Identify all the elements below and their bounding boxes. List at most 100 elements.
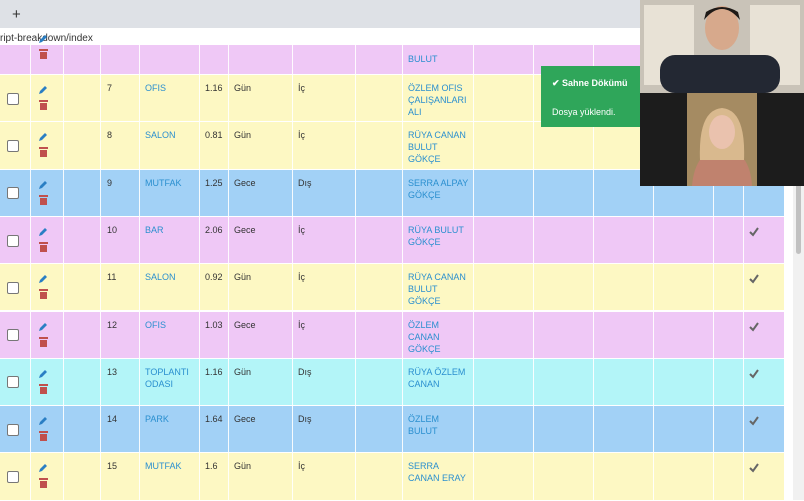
cast[interactable]: SERRA CANAN ERAY	[408, 461, 466, 484]
column-divider	[199, 311, 200, 358]
column-divider	[355, 453, 356, 500]
delete-icon[interactable]	[39, 475, 48, 489]
edit-icon[interactable]	[38, 129, 48, 142]
checkbox[interactable]	[7, 376, 19, 389]
column-divider	[402, 406, 403, 453]
checkbox[interactable]	[7, 234, 19, 247]
checkbox[interactable]	[7, 187, 19, 200]
column-divider	[63, 216, 64, 264]
duration: 0.81	[205, 130, 223, 141]
column-divider	[533, 406, 534, 453]
table-row: 11 SALON 0.92 Gün İç RÜYA CANAN BULUT GÖKÇE	[0, 264, 784, 312]
column-divider	[402, 358, 403, 406]
checkbox[interactable]	[7, 281, 19, 294]
column-divider	[228, 216, 229, 264]
column-divider	[292, 264, 293, 311]
url[interactable]: ript-breakdown/index	[0, 33, 93, 44]
checkbox[interactable]	[7, 471, 19, 484]
checkbox[interactable]	[7, 92, 19, 105]
delete-icon[interactable]	[39, 381, 48, 394]
column-divider	[653, 358, 654, 406]
column-divider	[355, 358, 356, 406]
column-divider	[139, 45, 140, 74]
delete-icon[interactable]	[39, 239, 48, 252]
column-divider	[533, 358, 534, 406]
column-divider	[653, 264, 654, 311]
column-divider	[713, 264, 714, 311]
column-divider	[355, 122, 356, 169]
delete-icon[interactable]	[39, 334, 48, 347]
column-divider	[593, 406, 594, 453]
column-divider	[139, 453, 140, 500]
edit-icon[interactable]	[38, 319, 48, 331]
delete-icon[interactable]	[39, 97, 48, 110]
column-divider	[292, 75, 293, 122]
checkbox[interactable]	[7, 139, 19, 152]
column-divider	[355, 216, 356, 264]
duration: 1.03	[205, 319, 223, 330]
toast: ✔ Sahne Dökümü Dosya yüklendi.	[541, 66, 641, 127]
cast[interactable]: ÖZLEM OFIS ÇALIŞANLARI ALI	[408, 83, 467, 117]
location[interactable]: MUTFAK	[145, 461, 182, 472]
cast[interactable]: SERRA ALPAY GÖKÇE	[408, 177, 469, 200]
edit-icon[interactable]	[38, 31, 48, 43]
edit-icon[interactable]	[38, 82, 48, 94]
setting: Dış	[298, 177, 312, 188]
column-divider	[355, 406, 356, 453]
location[interactable]: TOPLANTI ODASI	[145, 366, 189, 389]
cast[interactable]: ÖZLEM BULUT	[408, 414, 440, 437]
location[interactable]: SALON	[145, 130, 176, 141]
location[interactable]: OFIS	[145, 319, 167, 330]
time-of-day: Gece	[234, 224, 256, 235]
delete-icon[interactable]	[39, 192, 48, 205]
cast[interactable]: RÜYA CANAN BULUT GÖKÇE	[408, 272, 466, 307]
edit-icon[interactable]	[38, 460, 48, 473]
cast[interactable]: BULUT	[408, 54, 438, 64]
time-of-day: Gece	[234, 177, 256, 188]
scene-number: 10	[107, 224, 118, 235]
column-divider	[292, 311, 293, 358]
edit-icon[interactable]	[38, 224, 48, 236]
column-divider	[63, 169, 64, 216]
edit-icon[interactable]	[38, 413, 48, 426]
column-divider	[139, 264, 140, 311]
delete-icon[interactable]	[39, 286, 48, 300]
setting: İç	[298, 224, 306, 235]
column-divider	[402, 122, 403, 169]
column-divider	[199, 45, 200, 74]
column-divider	[533, 453, 534, 500]
column-divider	[355, 75, 356, 122]
cast[interactable]: ÖZLEM CANAN GÖKÇE	[408, 319, 441, 354]
column-divider	[593, 122, 594, 169]
column-divider	[533, 75, 534, 122]
checkbox[interactable]	[7, 423, 19, 436]
column-divider	[402, 453, 403, 500]
edit-icon[interactable]	[38, 177, 48, 189]
location[interactable]: SALON	[145, 272, 176, 283]
location[interactable]: PARK	[145, 414, 169, 425]
location[interactable]: OFIS	[145, 83, 167, 93]
cast[interactable]: RÜYA CANAN BULUT GÖKÇE	[408, 130, 466, 165]
delete-icon[interactable]	[39, 144, 48, 158]
location[interactable]: BAR	[145, 224, 164, 235]
cast[interactable]: RÜYA BULUT GÖKÇE	[408, 224, 464, 247]
edit-icon[interactable]	[38, 271, 48, 284]
location[interactable]: MUTFAK	[145, 177, 182, 188]
delete-icon[interactable]	[39, 428, 48, 442]
delete-icon[interactable]	[39, 46, 48, 59]
column-divider	[593, 216, 594, 264]
column-divider	[743, 264, 744, 311]
column-divider	[533, 216, 534, 264]
column-divider	[228, 45, 229, 74]
duration: 1.25	[205, 177, 223, 188]
column-divider	[63, 406, 64, 453]
edit-icon[interactable]	[38, 366, 48, 378]
new-tab[interactable]: +	[12, 6, 21, 23]
column-divider	[743, 169, 744, 216]
column-divider	[228, 453, 229, 500]
checkbox[interactable]	[7, 329, 19, 342]
column-divider	[292, 216, 293, 264]
column-divider	[100, 358, 101, 406]
column-divider	[228, 406, 229, 453]
cast[interactable]: RÜYA ÖZLEM CANAN	[408, 366, 466, 389]
